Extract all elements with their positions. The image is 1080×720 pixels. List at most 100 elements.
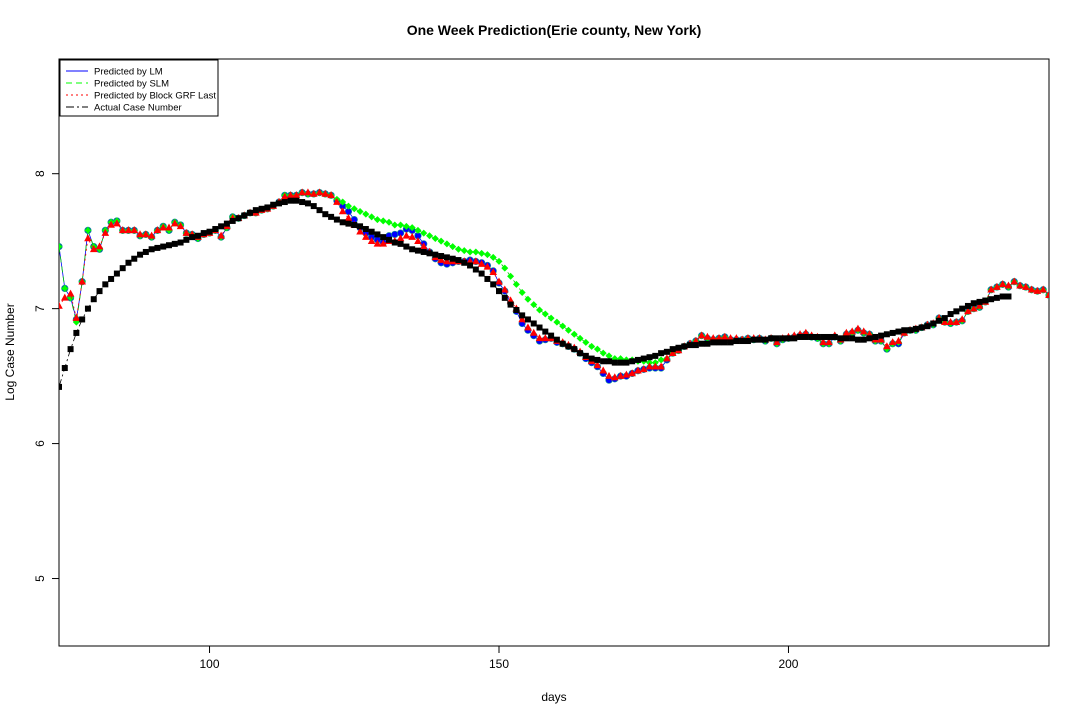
data-point <box>397 240 404 247</box>
data-point <box>576 334 584 342</box>
data-point <box>1033 286 1042 294</box>
data-point <box>895 328 902 335</box>
data-point <box>993 282 1001 290</box>
data-point <box>391 230 399 239</box>
data-point <box>247 209 254 216</box>
legend-label: Actual Case Number <box>94 103 182 114</box>
data-point <box>946 317 955 325</box>
data-point <box>373 216 381 224</box>
data-point <box>692 342 699 349</box>
data-point <box>426 232 434 240</box>
data-point <box>594 356 601 363</box>
data-point <box>61 284 69 292</box>
data-point <box>872 333 879 340</box>
data-point <box>142 248 149 255</box>
data-point <box>478 249 486 257</box>
data-point <box>652 352 659 359</box>
data-point <box>681 343 688 350</box>
legend-label: Predicted by SLM <box>94 79 169 90</box>
data-point <box>344 214 353 222</box>
data-point <box>553 336 560 343</box>
data-point <box>386 236 392 243</box>
data-point <box>645 362 654 370</box>
data-point <box>988 296 995 303</box>
data-point <box>750 336 757 343</box>
data-point <box>108 275 115 282</box>
data-point <box>1010 277 1019 285</box>
data-point <box>646 354 653 361</box>
data-point <box>490 281 497 288</box>
data-point <box>466 248 474 256</box>
data-point <box>976 298 983 305</box>
data-point <box>137 251 144 258</box>
data-point <box>264 204 271 211</box>
data-point <box>571 346 578 353</box>
data-point <box>606 358 612 365</box>
data-point <box>518 288 526 296</box>
data-point <box>582 352 589 359</box>
y-tick-label: 7 <box>33 305 47 312</box>
data-point <box>657 356 665 364</box>
data-point <box>489 268 498 276</box>
data-point <box>716 339 722 346</box>
data-point <box>293 197 300 204</box>
data-point <box>72 313 81 321</box>
x-tick-label: 200 <box>778 657 798 671</box>
data-point <box>101 228 110 236</box>
data-point <box>605 371 613 379</box>
data-point <box>147 231 156 239</box>
data-point <box>883 342 891 350</box>
data-point <box>1022 282 1030 290</box>
data-point <box>454 245 462 253</box>
data-point <box>553 318 561 326</box>
plot-area <box>58 58 1050 647</box>
data-point <box>60 293 69 301</box>
data-point <box>541 334 550 342</box>
data-point <box>639 365 648 373</box>
data-point <box>820 333 827 340</box>
data-point <box>368 228 375 235</box>
data-point <box>66 289 75 297</box>
data-point <box>467 262 474 269</box>
data-point <box>496 288 502 295</box>
data-point <box>669 346 676 353</box>
data-point <box>166 242 172 249</box>
data-point <box>148 246 155 253</box>
data-point <box>733 338 740 345</box>
data-point <box>280 192 289 200</box>
data-point <box>859 327 868 335</box>
data-point <box>84 305 91 312</box>
data-point <box>593 361 602 369</box>
data-point <box>206 228 213 235</box>
data-point <box>472 257 480 265</box>
data-point <box>837 335 844 342</box>
data-point <box>588 355 595 362</box>
data-point <box>536 306 544 314</box>
data-point <box>924 323 931 330</box>
data-point <box>420 229 428 237</box>
data-point <box>697 331 706 339</box>
data-point <box>524 323 532 331</box>
data-point <box>59 301 63 309</box>
data-point <box>518 315 526 323</box>
data-point <box>189 234 196 241</box>
data-point <box>512 280 520 288</box>
data-point <box>1027 285 1036 293</box>
data-point <box>640 355 647 362</box>
data-point <box>605 352 613 360</box>
data-point <box>559 340 566 347</box>
data-point <box>455 257 462 264</box>
data-point <box>791 335 798 342</box>
data-point <box>328 213 335 220</box>
data-point <box>970 300 977 307</box>
data-point <box>975 301 984 309</box>
data-point <box>901 327 908 334</box>
data-point <box>449 243 457 251</box>
data-point <box>408 232 416 240</box>
data-point <box>628 369 636 377</box>
data-point <box>535 334 544 342</box>
data-point <box>663 354 671 362</box>
data-point <box>842 328 851 336</box>
data-point <box>460 247 468 255</box>
data-point <box>420 248 427 255</box>
